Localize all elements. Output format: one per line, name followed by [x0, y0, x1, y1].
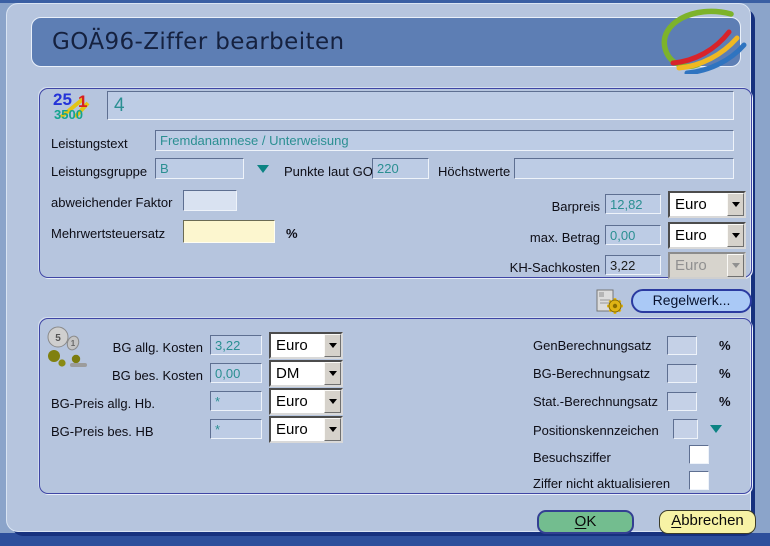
chevron-down-icon [731, 202, 740, 207]
max-betrag-label: max. Betrag [529, 230, 600, 245]
percent-sign: % [719, 338, 731, 353]
hoechstwerte-label: Höchstwerte [438, 164, 511, 179]
ziffer-nicht-aktualisieren-checkbox[interactable] [689, 471, 709, 490]
rules-document-gear-icon[interactable] [596, 289, 624, 315]
coins-icon: 5 1 [47, 326, 87, 367]
combo-value: Euro [276, 393, 308, 410]
combo-value: Euro [276, 421, 308, 438]
dropdown-button [727, 254, 744, 277]
punkte-field[interactable]: 220 [372, 158, 429, 179]
regelwerk-button[interactable]: Regelwerk... [631, 289, 752, 313]
punkte-label: Punkte laut GOÄ [284, 164, 382, 179]
mehrwertsteuersatz-input[interactable] [183, 220, 275, 243]
chevron-down-icon [731, 263, 740, 268]
bg-bes-kosten-currency-select[interactable]: DM [269, 360, 343, 387]
chevron-down-icon [328, 371, 337, 376]
positionskennzeichen-label: Positionskennzeichen [533, 423, 659, 438]
barpreis-field[interactable]: 12,82 [605, 194, 661, 214]
chevron-down-icon [731, 233, 740, 238]
stat-berechnungsatz-field[interactable] [667, 392, 697, 411]
besuchsziffer-checkbox[interactable] [689, 445, 709, 464]
ok-button[interactable]: OK [537, 510, 634, 534]
combo-value: Euro [276, 337, 308, 354]
hoechstwerte-field[interactable] [514, 158, 734, 179]
abweichender-faktor-label: abweichender Faktor [51, 195, 173, 210]
max-betrag-currency-select[interactable]: Euro [668, 222, 746, 249]
max-betrag-field[interactable]: 0,00 [605, 225, 661, 245]
dropdown-button[interactable] [324, 390, 341, 413]
combo-value: Euro [675, 227, 707, 244]
bg-preis-allg-field[interactable]: * [210, 391, 262, 411]
ok-rest: K [586, 513, 597, 530]
chevron-down-icon [328, 399, 337, 404]
leistungstext-field[interactable]: Fremdanamnese / Unterweisung [155, 130, 734, 151]
goae-number-icon: 25 1 3500 [51, 90, 101, 126]
percent-sign: % [719, 394, 731, 409]
dropdown-button[interactable] [324, 362, 341, 385]
kh-sachkosten-label: KH-Sachkosten [509, 260, 600, 275]
stat-berechnungsatz-label: Stat.-Berechnungsatz [533, 394, 659, 409]
bg-bes-kosten-label: BG bes. Kosten [111, 368, 203, 383]
bg-kosten-group-box [39, 318, 752, 494]
ok-accesskey: O [574, 513, 587, 530]
svg-text:5: 5 [55, 333, 61, 344]
gen-berechnungsatz-label: GenBerechnungsatz [533, 338, 652, 353]
dropdown-button[interactable] [727, 224, 744, 247]
brand-swoosh-logo [661, 8, 747, 74]
dropdown-button[interactable] [324, 418, 341, 441]
ziffer-code-field[interactable]: 4 [107, 91, 734, 120]
barpreis-currency-select[interactable]: Euro [668, 191, 746, 218]
goae-edit-dialog: GOÄ96-Ziffer bearbeiten 25 1 3500 4 Leis… [6, 3, 756, 534]
bg-allg-kosten-currency-select[interactable]: Euro [269, 332, 343, 359]
kh-sachkosten-currency-select: Euro [668, 252, 746, 279]
combo-value: DM [276, 365, 300, 382]
mehrwertsteuersatz-label: Mehrwertsteuersatz [51, 226, 166, 241]
window-bottom-edge [0, 533, 770, 546]
page-title: GOÄ96-Ziffer bearbeiten [52, 29, 345, 55]
yellow-arrow-icon [59, 97, 90, 119]
abweichender-faktor-field[interactable] [183, 190, 237, 211]
leistungsgruppe-label: Leistungsgruppe [51, 164, 148, 179]
cancel-rest: bbrechen [681, 512, 744, 529]
dropdown-button[interactable] [727, 193, 744, 216]
combo-value: Euro [675, 196, 707, 213]
bg-preis-bes-label: BG-Preis bes. HB [51, 424, 154, 439]
dialog-titlebar: GOÄ96-Ziffer bearbeiten [31, 17, 741, 67]
combo-value: Euro [675, 257, 707, 274]
cancel-button[interactable]: Abbrechen [659, 510, 756, 534]
bg-berechnungsatz-label: BG-Berechnungsatz [533, 366, 651, 381]
bg-preis-bes-currency-select[interactable]: Euro [269, 416, 343, 443]
besuchsziffer-label: Besuchsziffer [533, 450, 611, 465]
ziffer-nicht-aktualisieren-label: Ziffer nicht aktualisieren [533, 476, 671, 491]
bg-berechnungsatz-field[interactable] [667, 364, 697, 383]
bg-allg-kosten-label: BG allg. Kosten [112, 340, 203, 355]
cancel-accesskey: A [671, 512, 682, 529]
mwst-percent-sign: % [286, 226, 298, 241]
positionskennzeichen-field[interactable] [673, 419, 698, 439]
bg-bes-kosten-field[interactable]: 0,00 [210, 363, 262, 383]
kh-sachkosten-field[interactable]: 3,22 [605, 255, 661, 275]
window-top-edge [0, 0, 770, 3]
dropdown-button[interactable] [324, 334, 341, 357]
bg-preis-bes-field[interactable]: * [210, 419, 262, 439]
gen-berechnungsatz-field[interactable] [667, 336, 697, 355]
leistungstext-label: Leistungstext [51, 136, 128, 151]
percent-sign: % [719, 366, 731, 381]
svg-text:1: 1 [71, 339, 76, 348]
leistungsgruppe-field[interactable]: B [155, 158, 244, 179]
leistungsgruppe-dropdown-icon[interactable] [257, 165, 269, 173]
bg-allg-kosten-field[interactable]: 3,22 [210, 335, 262, 355]
chevron-down-icon [328, 343, 337, 348]
barpreis-label: Barpreis [551, 199, 600, 214]
positionskennzeichen-dropdown-icon[interactable] [710, 425, 722, 433]
chevron-down-icon [328, 427, 337, 432]
leistung-group-box [39, 88, 752, 278]
bg-preis-allg-label: BG-Preis allg. Hb. [51, 396, 156, 411]
bg-preis-allg-currency-select[interactable]: Euro [269, 388, 343, 415]
